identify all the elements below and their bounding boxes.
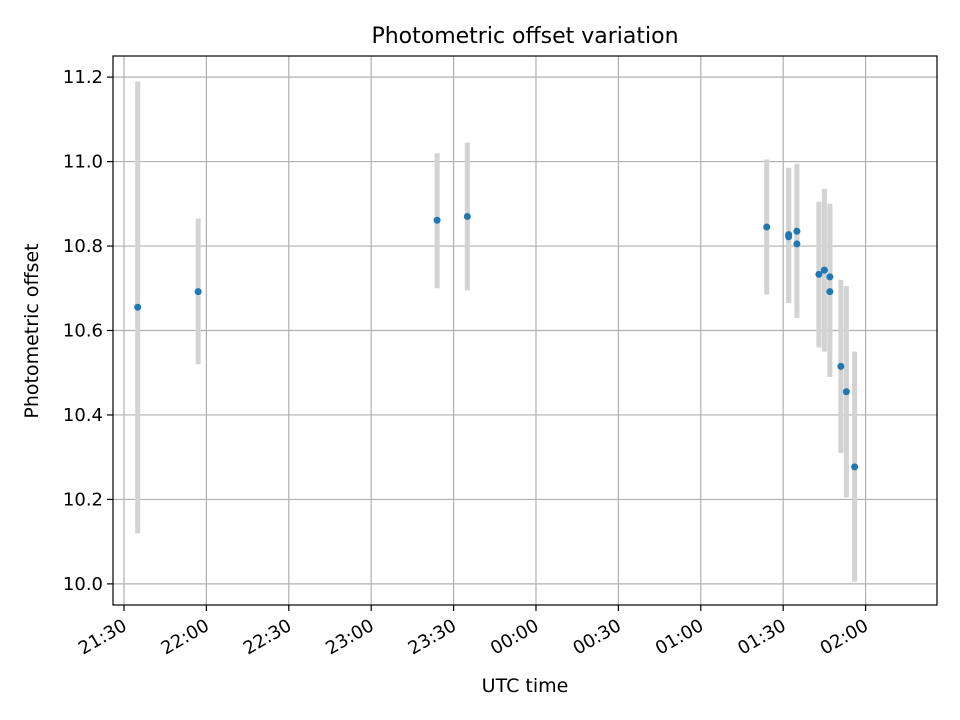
data-point — [785, 231, 793, 239]
y-tick-label: 10.6 — [63, 321, 103, 342]
data-point — [826, 273, 834, 281]
data-point — [837, 362, 845, 370]
data-point — [463, 212, 471, 220]
x-tick-label: 23:30 — [405, 615, 460, 659]
data-point — [820, 266, 828, 274]
x-tick-label: 00:30 — [569, 615, 624, 659]
data-point — [433, 216, 441, 224]
data-point — [793, 240, 801, 248]
y-axis-label: Photometric offset — [21, 243, 43, 418]
x-tick-label: 01:00 — [652, 615, 707, 659]
x-axis: 21:30 22:00 22:30 23:00 23:30 00:00 00:30 01:00… — [75, 605, 872, 659]
x-tick-label: 02:00 — [817, 615, 872, 659]
y-tick-label: 10.0 — [63, 574, 103, 595]
x-tick-label: 00:00 — [487, 615, 542, 659]
y-tick-label: 10.8 — [63, 236, 103, 257]
data-point — [793, 227, 801, 235]
data-point — [194, 288, 202, 296]
data-point — [763, 223, 771, 231]
chart-title: Photometric offset variation — [371, 24, 678, 49]
data-point — [851, 463, 859, 471]
error-bars — [135, 81, 858, 582]
y-tick-label: 10.4 — [63, 405, 103, 426]
x-tick-label: 21:30 — [75, 615, 130, 659]
x-tick-label: 22:30 — [240, 615, 295, 659]
x-tick-label: 23:00 — [322, 615, 377, 659]
data-point — [815, 270, 823, 278]
x-tick-label: 01:30 — [734, 615, 789, 659]
data-point — [134, 303, 142, 311]
y-tick-label: 11.2 — [63, 67, 103, 88]
y-tick-label: 10.2 — [63, 489, 103, 510]
data-points — [134, 212, 859, 471]
data-point — [826, 288, 834, 296]
y-tick-label: 11.0 — [63, 152, 103, 173]
grid — [113, 56, 937, 605]
x-axis-label: UTC time — [482, 675, 569, 697]
y-axis: 10.0 10.2 10.4 10.6 10.8 11.0 11.2 — [63, 67, 113, 595]
x-tick-label: 22:00 — [157, 615, 212, 659]
data-point — [842, 388, 850, 396]
